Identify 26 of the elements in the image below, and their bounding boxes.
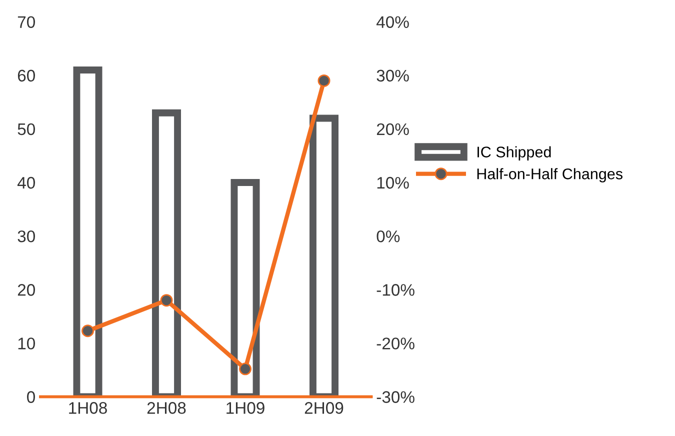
point bbox=[239, 362, 252, 376]
legend-label: IC Shipped bbox=[478, 146, 551, 160]
y2-tick-label: -10% bbox=[376, 284, 414, 296]
y-tick-label: 50 bbox=[18, 123, 35, 136]
x-tick-label: 1H08 bbox=[69, 402, 107, 414]
x-tick-label: 2H08 bbox=[147, 402, 186, 414]
y2-tick-label: 10% bbox=[377, 176, 409, 189]
y2-tick-label: 40% bbox=[376, 16, 409, 28]
point bbox=[160, 294, 173, 307]
point bbox=[82, 324, 94, 338]
y2-tick-label: 20% bbox=[376, 123, 409, 136]
y2-tick-label: -30% bbox=[376, 391, 414, 403]
y-tick-label: 60 bbox=[18, 70, 35, 82]
y2-tick-label: 0% bbox=[376, 230, 400, 242]
x-tick-label: 1H09 bbox=[226, 402, 264, 414]
y-tick-label: 0 bbox=[27, 391, 35, 403]
y2-tick-label: 30% bbox=[376, 70, 409, 82]
y-tick-label: 20 bbox=[18, 284, 35, 296]
x-tick-label: 2H09 bbox=[304, 402, 344, 414]
y2-tick-label: -20% bbox=[376, 338, 414, 350]
y-tick-label: 70 bbox=[18, 16, 35, 28]
y-tick-label: 30 bbox=[18, 230, 35, 242]
y-tick-label: 40 bbox=[17, 176, 35, 189]
legend-label: Half-on-Half Changes bbox=[477, 168, 622, 182]
point bbox=[318, 74, 330, 87]
y-tick-label: 10 bbox=[18, 338, 35, 350]
